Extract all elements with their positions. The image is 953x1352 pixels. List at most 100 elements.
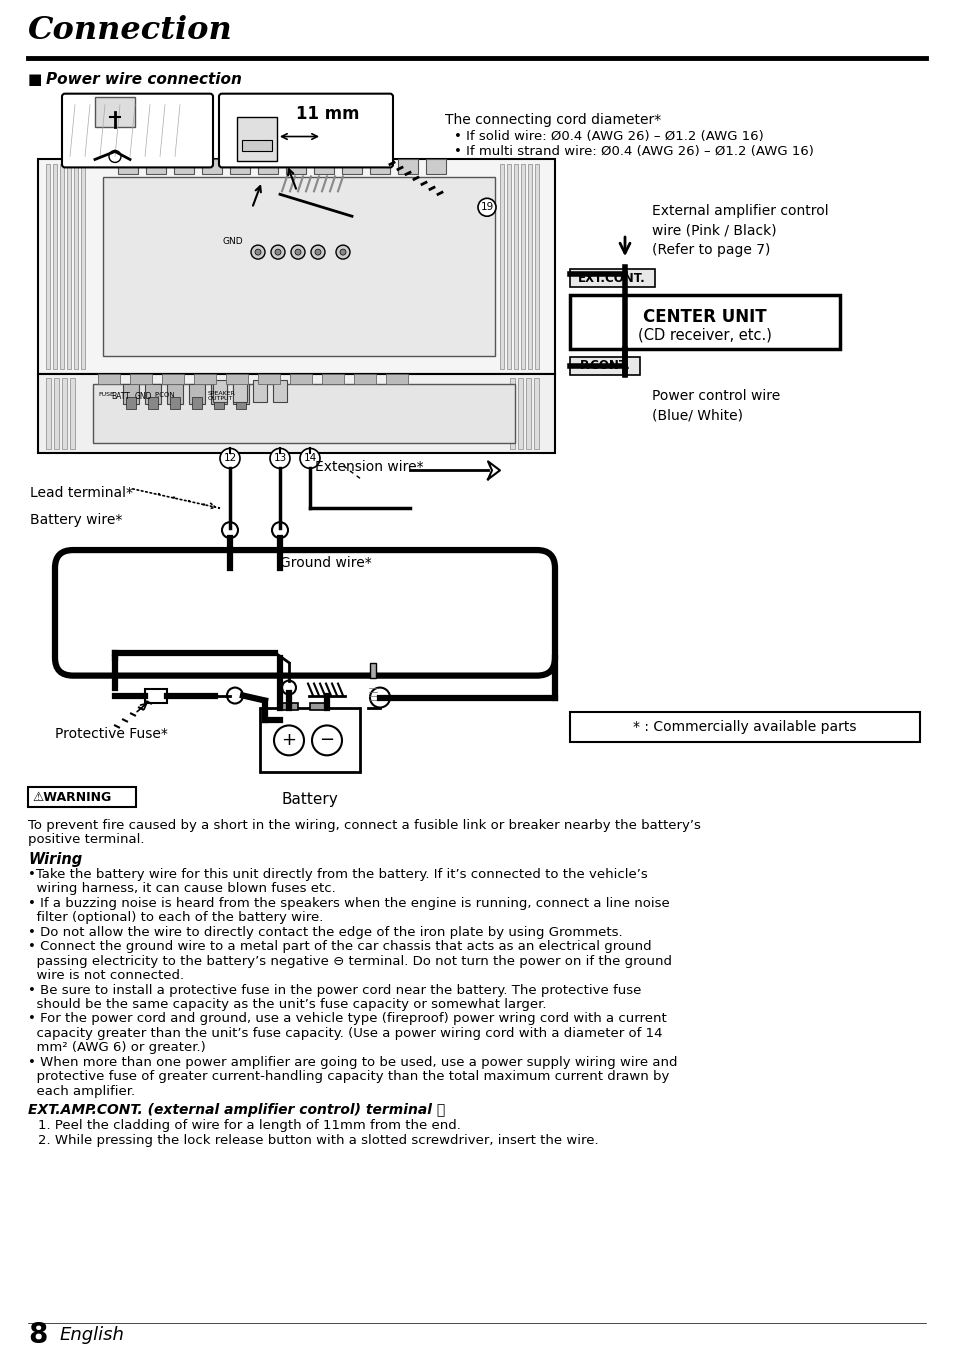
Bar: [517, 377, 522, 449]
Text: Extension wire*: Extension wire*: [314, 461, 423, 475]
Text: BATT: BATT: [112, 392, 131, 400]
Text: 12: 12: [223, 453, 236, 464]
Text: wire is not connected.: wire is not connected.: [28, 969, 184, 982]
Text: capacity greater than the unit’s fuse capacity. (Use a power wiring cord with a : capacity greater than the unit’s fuse ca…: [28, 1028, 661, 1040]
Bar: [534, 377, 538, 449]
Text: • If solid wire: Ø0.4 (AWG 26) – Ø1.2 (AWG 16): • If solid wire: Ø0.4 (AWG 26) – Ø1.2 (A…: [454, 130, 763, 142]
Text: Power control wire
(Blue/ White): Power control wire (Blue/ White): [651, 388, 780, 422]
Bar: [62, 377, 67, 449]
Bar: [193, 373, 215, 384]
Bar: [290, 373, 312, 384]
Text: should be the same capacity as the unit’s fuse capacity or somewhat larger.: should be the same capacity as the unit’…: [28, 998, 546, 1011]
Bar: [46, 377, 51, 449]
Text: The connecting cord diameter*: The connecting cord diameter*: [444, 112, 660, 127]
Circle shape: [274, 249, 281, 256]
Text: •Take the battery wire for this unit directly from the battery. If it’s connecte: •Take the battery wire for this unit dir…: [28, 868, 647, 882]
Bar: [167, 384, 183, 404]
Text: 2. While pressing the lock release button with a slotted screwdriver, insert the: 2. While pressing the lock release butto…: [38, 1134, 598, 1146]
Text: passing electricity to the battery’s negative ⊖ terminal. Do not turn the power : passing electricity to the battery’s neg…: [28, 955, 671, 968]
Circle shape: [312, 726, 341, 756]
Text: 14: 14: [303, 453, 316, 464]
Bar: [569, 713, 919, 742]
Text: CENTER UNIT: CENTER UNIT: [642, 308, 766, 326]
Bar: [499, 165, 503, 369]
Text: Connection: Connection: [28, 15, 233, 46]
Bar: [280, 703, 297, 711]
Circle shape: [314, 249, 320, 256]
FancyBboxPatch shape: [62, 93, 213, 168]
Bar: [38, 160, 555, 373]
Bar: [257, 373, 280, 384]
Circle shape: [109, 150, 121, 162]
Text: 8: 8: [28, 1321, 48, 1349]
Bar: [60, 165, 64, 369]
Text: wiring harness, it can cause blown fuses etc.: wiring harness, it can cause blown fuses…: [28, 883, 335, 895]
Bar: [98, 373, 120, 384]
Bar: [242, 139, 272, 151]
Text: ⚠WARNING: ⚠WARNING: [32, 791, 112, 803]
Text: • Be sure to install a protective fuse in the power cord near the battery. The p: • Be sure to install a protective fuse i…: [28, 983, 640, 996]
Text: GND: GND: [134, 392, 152, 400]
Bar: [370, 662, 375, 677]
Bar: [70, 377, 75, 449]
Bar: [173, 160, 193, 174]
Bar: [510, 377, 515, 449]
Bar: [148, 396, 158, 408]
Text: EXT.AMP.CONT. (external amplifier control) terminal ⓘ: EXT.AMP.CONT. (external amplifier contro…: [28, 1103, 445, 1117]
Text: • Do not allow the wire to directly contact the edge of the iron plate by using : • Do not allow the wire to directly cont…: [28, 926, 622, 938]
Circle shape: [282, 680, 295, 695]
Circle shape: [220, 449, 240, 468]
Circle shape: [477, 199, 496, 216]
Text: • If multi strand wire: Ø0.4 (AWG 26) – Ø1.2 (AWG 16): • If multi strand wire: Ø0.4 (AWG 26) – …: [454, 146, 813, 158]
Bar: [506, 165, 511, 369]
Bar: [235, 396, 246, 408]
Text: Lead terminal*: Lead terminal*: [30, 487, 132, 500]
Circle shape: [311, 245, 325, 260]
Bar: [233, 384, 249, 404]
Text: −: −: [319, 731, 335, 749]
Bar: [202, 160, 222, 174]
Circle shape: [291, 245, 305, 260]
Bar: [535, 165, 538, 369]
Bar: [130, 373, 152, 384]
Bar: [67, 165, 71, 369]
Text: External amplifier control
wire (Pink / Black)
(Refer to page 7): External amplifier control wire (Pink / …: [651, 204, 828, 257]
Text: filter (optional) to each of the battery wire.: filter (optional) to each of the battery…: [28, 911, 323, 925]
Text: P.CON: P.CON: [154, 392, 175, 397]
Text: Power wire connection: Power wire connection: [46, 72, 242, 87]
Bar: [286, 160, 306, 174]
Bar: [426, 160, 446, 174]
Bar: [520, 165, 524, 369]
Text: • If a buzzing noise is heard from the speakers when the engine is running, conn: • If a buzzing noise is heard from the s…: [28, 896, 669, 910]
Bar: [46, 165, 50, 369]
Bar: [569, 295, 840, 349]
Bar: [253, 380, 267, 402]
Text: +: +: [281, 731, 296, 749]
Circle shape: [272, 522, 288, 538]
Bar: [236, 116, 276, 161]
Bar: [28, 787, 136, 807]
Bar: [341, 160, 361, 174]
Circle shape: [370, 688, 390, 707]
Text: protective fuse of greater current-handling capacity than the total maximum curr: protective fuse of greater current-handl…: [28, 1071, 669, 1083]
Bar: [514, 165, 517, 369]
Text: Ground wire*: Ground wire*: [280, 556, 372, 571]
Bar: [103, 177, 495, 356]
Bar: [145, 688, 167, 703]
Bar: [527, 165, 532, 369]
Text: • When more than one power amplifier are going to be used, use a power supply wi: • When more than one power amplifier are…: [28, 1056, 677, 1069]
Bar: [314, 160, 334, 174]
Text: GND: GND: [222, 237, 243, 246]
Bar: [260, 707, 359, 772]
Bar: [386, 373, 408, 384]
Bar: [38, 373, 555, 453]
Text: FUSE: FUSE: [98, 392, 113, 396]
Bar: [569, 357, 639, 375]
Bar: [53, 165, 57, 369]
Text: 19: 19: [480, 203, 493, 212]
Text: 1. Peel the cladding of wire for a length of 11mm from the end.: 1. Peel the cladding of wire for a lengt…: [38, 1119, 460, 1132]
Text: 11 mm: 11 mm: [295, 104, 359, 123]
Bar: [370, 160, 390, 174]
Bar: [525, 377, 531, 449]
Text: 13: 13: [274, 453, 286, 464]
